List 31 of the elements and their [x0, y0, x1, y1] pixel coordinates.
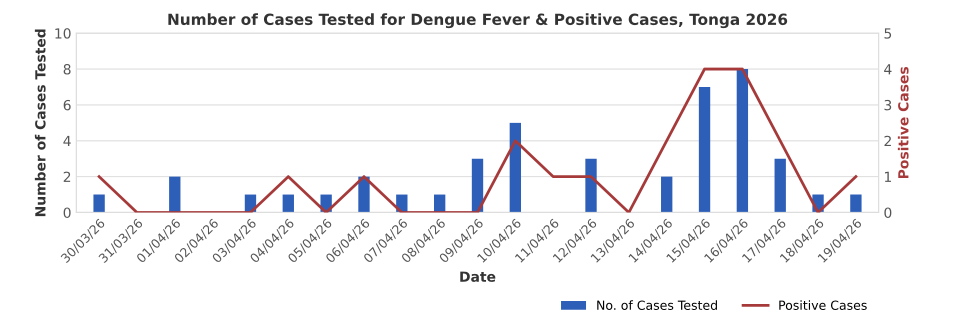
legend-label: No. of Cases Tested — [597, 300, 717, 310]
line-series — [98, 68, 858, 212]
y2-tick-label: 1 — [884, 172, 892, 182]
y-tick-label: 2 — [64, 172, 70, 182]
y-tick-label: 8 — [64, 64, 71, 75]
bar — [661, 176, 672, 212]
bar — [169, 176, 180, 212]
y2-tick-label: 3 — [884, 100, 892, 110]
y2-tick-label: 4 — [884, 64, 892, 74]
x-axis-title: Date — [460, 272, 496, 282]
bar — [434, 194, 446, 212]
chart-title: Number of Cases Tested for Dengue Fever & Positive Cases, Tonga 2026 — [168, 13, 788, 28]
bar — [510, 122, 522, 212]
bar — [282, 194, 294, 212]
bar — [472, 158, 484, 212]
bar — [774, 158, 786, 212]
bar — [736, 69, 748, 212]
bar — [585, 158, 597, 212]
y-tick-label: 0 — [64, 207, 71, 218]
y2-tick-label: 0 — [884, 207, 892, 218]
y-tick-label: 10 — [55, 28, 71, 39]
y-tick-label: 6 — [64, 100, 71, 110]
bar — [93, 194, 105, 212]
y-tick-label: 4 — [63, 136, 71, 146]
y-axis-title: Number of Cases Tested — [34, 29, 46, 216]
bar — [698, 86, 710, 212]
y2-tick-label: 5 — [884, 28, 892, 39]
legend-label: Positive Cases — [779, 300, 867, 310]
y2-tick-label: 2 — [884, 136, 891, 146]
y2-axis-title: Positive Cases — [898, 67, 909, 178]
bar — [850, 194, 862, 212]
